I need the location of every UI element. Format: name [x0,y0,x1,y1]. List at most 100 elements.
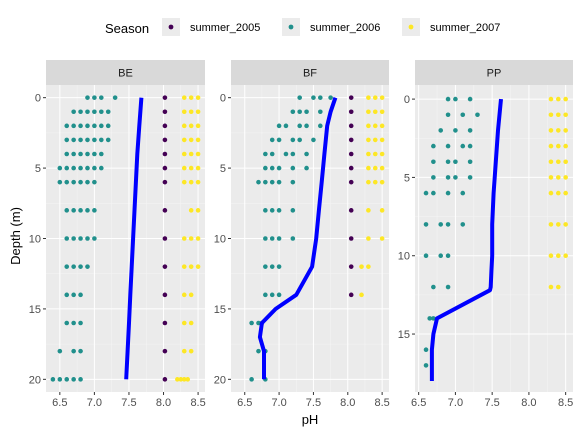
x-tick-label: 8.5 [374,397,389,409]
point-summer_2006 [57,377,63,382]
point-summer_2006 [64,179,70,185]
point-summer_2007 [195,151,201,157]
point-summer_2006 [78,151,83,157]
point-summer_2007 [548,175,554,180]
point-summer_2006 [263,179,268,185]
point-summer_2006 [290,179,296,185]
point-summer_2006 [78,320,83,326]
point-summer_2006 [304,123,309,129]
point-summer_2006 [269,151,275,157]
x-tick-label: 7.0 [87,397,102,409]
point-summer_2006 [263,151,268,157]
point-summer_2007 [366,123,371,129]
point-summer_2007 [195,137,201,143]
panel-strip [415,60,573,85]
point-summer_2007 [181,165,187,171]
point-summer_2006 [276,208,282,213]
legend-key-summer_2007 [408,24,414,30]
point-summer_2005 [162,151,168,157]
point-summer_2006 [431,190,436,196]
point-summer_2006 [445,175,451,180]
legend: Season summer_2005 summer_2006 summer_2007 [105,18,500,36]
point-summer_2006 [92,109,97,115]
y-tick-label: 10 [398,251,410,263]
point-summer_2006 [283,123,289,129]
point-summer_2006 [71,348,76,354]
point-summer_2007 [366,151,371,157]
point-summer_2007 [372,179,378,185]
point-summer_2006 [64,208,70,213]
x-tick-label: 6.5 [52,397,67,409]
point-summer_2006 [460,112,466,118]
point-summer_2007 [195,236,201,241]
point-summer_2006 [99,151,104,157]
point-summer_2006 [64,151,70,157]
point-summer_2006 [92,137,97,143]
point-summer_2007 [366,109,371,115]
point-summer_2007 [359,292,364,298]
point-summer_2007 [556,112,561,118]
point-summer_2006 [431,159,436,165]
point-summer_2007 [379,208,385,213]
point-summer_2007 [548,284,554,290]
point-summer_2006 [263,165,268,171]
point-summer_2006 [276,165,282,171]
point-summer_2007 [188,208,194,213]
point-summer_2007 [188,109,194,115]
y-tick-label: 0 [404,94,410,106]
point-summer_2006 [85,165,90,171]
point-summer_2006 [64,264,70,269]
point-summer_2006 [445,222,451,227]
point-summer_2006 [445,190,451,196]
x-tick-label: 7.5 [485,397,500,409]
point-summer_2006 [269,236,275,241]
point-summer_2005 [348,236,354,241]
point-summer_2005 [162,95,168,100]
point-summer_2006 [290,137,296,143]
point-summer_2006 [85,109,90,115]
point-summer_2006 [423,253,429,259]
panel-bf: BF 6.5 7.0 7.5 8.0 8.5 0 5 10 15 20 [214,60,390,409]
point-summer_2007 [563,128,568,133]
point-summer_2006 [431,316,436,321]
point-summer_2006 [263,208,268,213]
point-summer_2006 [438,222,444,227]
point-summer_2006 [64,320,70,326]
point-summer_2006 [71,236,76,241]
point-summer_2006 [71,377,76,382]
point-summer_2007 [563,112,568,118]
point-summer_2007 [188,236,194,241]
point-summer_2006 [445,96,451,102]
point-summer_2007 [181,179,187,185]
mean-ph-line [429,98,503,381]
point-summer_2007 [379,165,385,171]
point-summer_2006 [85,123,90,129]
point-summer_2006 [99,165,104,171]
point-summer_2006 [92,123,97,129]
point-summer_2006 [311,137,316,143]
point-summer_2006 [438,128,444,133]
point-summer_2006 [78,165,83,171]
point-summer_2006 [460,222,466,227]
point-summer_2005 [348,95,354,100]
point-summer_2006 [475,112,480,118]
point-summer_2007 [175,377,180,382]
point-summer_2007 [548,128,554,133]
legend-label-summer_2005: summer_2005 [190,22,260,34]
point-summer_2005 [348,264,354,269]
point-summer_2006 [276,123,282,129]
point-summer_2007 [185,377,191,382]
point-summer_2006 [85,95,90,100]
point-summer_2005 [348,165,354,171]
point-summer_2007 [548,222,554,227]
point-summer_2007 [366,179,371,185]
point-summer_2007 [359,264,364,269]
point-summer_2006 [112,95,118,100]
point-summer_2007 [556,96,561,102]
point-summer_2006 [263,264,268,269]
y-tick-label: 20 [214,374,226,386]
point-summer_2006 [64,123,70,129]
point-summer_2007 [181,320,187,326]
y-tick-label: 20 [29,374,41,386]
point-summer_2007 [379,123,385,129]
